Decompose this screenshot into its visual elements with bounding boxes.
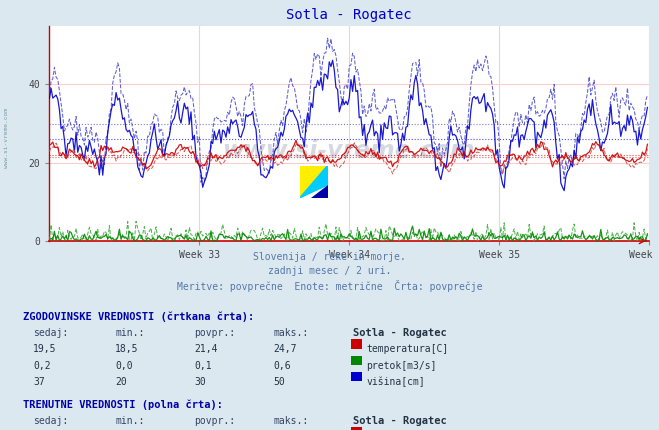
Text: povpr.:: povpr.: xyxy=(194,416,235,426)
Text: sedaj:: sedaj: xyxy=(33,328,68,338)
Text: 30: 30 xyxy=(194,377,206,387)
Title: Sotla - Rogatec: Sotla - Rogatec xyxy=(287,8,412,22)
Text: 0,2: 0,2 xyxy=(33,361,51,371)
Text: 0,6: 0,6 xyxy=(273,361,291,371)
Text: 21,4: 21,4 xyxy=(194,344,218,354)
Polygon shape xyxy=(300,166,328,198)
Text: Slovenija / reke in morje.: Slovenija / reke in morje. xyxy=(253,252,406,261)
Text: TRENUTNE VREDNOSTI (polna črta):: TRENUTNE VREDNOSTI (polna črta): xyxy=(23,400,223,410)
Text: 0,1: 0,1 xyxy=(194,361,212,371)
Text: 0,0: 0,0 xyxy=(115,361,133,371)
Polygon shape xyxy=(300,166,328,198)
Text: maks.:: maks.: xyxy=(273,416,308,426)
Text: www.si-vreme.com: www.si-vreme.com xyxy=(4,108,9,168)
Text: sedaj:: sedaj: xyxy=(33,416,68,426)
Text: 19,5: 19,5 xyxy=(33,344,57,354)
Text: 20: 20 xyxy=(115,377,127,387)
Text: višina[cm]: višina[cm] xyxy=(366,377,425,387)
Text: Sotla - Rogatec: Sotla - Rogatec xyxy=(353,328,446,338)
Text: zadnji mesec / 2 uri.: zadnji mesec / 2 uri. xyxy=(268,266,391,276)
Text: min.:: min.: xyxy=(115,328,145,338)
Text: pretok[m3/s]: pretok[m3/s] xyxy=(366,361,437,371)
Text: povpr.:: povpr.: xyxy=(194,328,235,338)
Text: Meritve: povprečne  Enote: metrične  Črta: povprečje: Meritve: povprečne Enote: metrične Črta:… xyxy=(177,280,482,292)
Text: temperatura[C]: temperatura[C] xyxy=(366,344,449,354)
Text: www.si-vreme.com: www.si-vreme.com xyxy=(223,138,476,163)
Text: Sotla - Rogatec: Sotla - Rogatec xyxy=(353,416,446,426)
Text: 50: 50 xyxy=(273,377,285,387)
Text: ZGODOVINSKE VREDNOSTI (črtkana črta):: ZGODOVINSKE VREDNOSTI (črtkana črta): xyxy=(23,312,254,322)
Polygon shape xyxy=(311,185,328,198)
Text: 37: 37 xyxy=(33,377,45,387)
Text: maks.:: maks.: xyxy=(273,328,308,338)
Text: 24,7: 24,7 xyxy=(273,344,297,354)
Text: min.:: min.: xyxy=(115,416,145,426)
Text: 18,5: 18,5 xyxy=(115,344,139,354)
